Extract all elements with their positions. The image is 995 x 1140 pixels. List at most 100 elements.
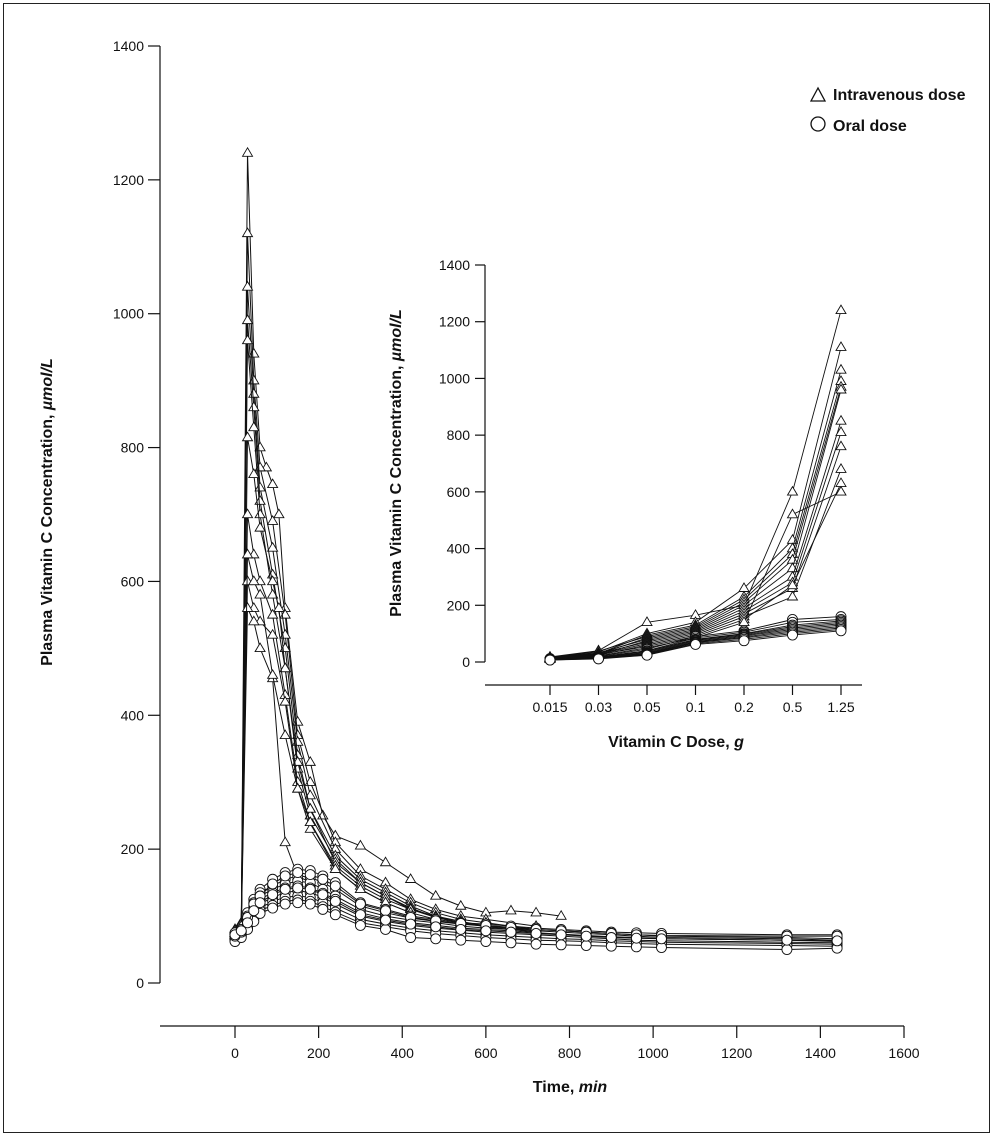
inset-y-tick-label: 200	[447, 597, 471, 613]
main-point-oral	[630, 932, 642, 944]
main-point-iv	[273, 602, 285, 612]
main-point-oral	[354, 898, 366, 910]
inset-point-iv	[835, 341, 847, 351]
main-point-oral	[279, 870, 291, 882]
main-y-tick-label: 1200	[113, 172, 144, 188]
main-series-line-iv-5	[234, 437, 461, 930]
main-point-oral	[505, 926, 517, 938]
main-point-oral	[405, 932, 417, 943]
main-point-iv	[248, 421, 260, 432]
main-point-iv	[266, 608, 279, 619]
inset-y-tick-label: 0	[462, 654, 470, 670]
main-y-tick-label: 800	[121, 440, 145, 456]
main-point-oral	[235, 925, 247, 937]
inset-x-tick-label: 0.03	[585, 699, 612, 715]
inset-point-iv	[786, 590, 799, 601]
main-y-tick-label: 1400	[113, 38, 144, 54]
inset-point-iv	[786, 508, 799, 519]
inset-axes: 0 200 400 600 800 1000 1200 1400 0.015 0.03 0.05 0.…	[439, 257, 862, 715]
inset-point-oral	[738, 635, 750, 647]
inset-point-iv	[641, 616, 653, 626]
main-point-iv	[241, 146, 254, 157]
main-point-oral	[580, 930, 592, 942]
main-series	[229, 146, 843, 955]
main-x-tick-label: 1000	[638, 1045, 669, 1061]
inset-series	[544, 304, 847, 666]
inset-x-tick-label: 0.1	[686, 699, 706, 715]
main-point-iv	[241, 548, 254, 559]
main-point-oral	[329, 880, 341, 892]
main-x-tick-label: 800	[558, 1045, 582, 1061]
main-point-oral	[455, 924, 467, 935]
inset-point-iv	[835, 485, 847, 496]
main-point-oral	[530, 928, 542, 939]
main-point-iv	[241, 280, 254, 291]
main-point-iv	[304, 755, 317, 766]
main-point-oral	[831, 935, 843, 947]
main-y-tick-label: 1000	[113, 306, 144, 322]
main-point-iv	[379, 856, 392, 867]
main-point-iv	[248, 615, 260, 626]
inset-y-tick-label: 400	[447, 541, 471, 557]
inset-y-tick-label: 1000	[439, 370, 470, 386]
main-point-iv	[254, 508, 266, 519]
main-point-oral	[317, 903, 329, 915]
main-point-iv	[266, 575, 279, 586]
main-point-oral	[329, 895, 341, 907]
main-point-iv	[241, 334, 254, 345]
main-point-oral	[267, 878, 279, 890]
main-point-iv	[304, 816, 317, 827]
main-point-iv	[248, 387, 260, 398]
main-point-oral	[380, 914, 391, 926]
main-point-oral	[248, 905, 260, 917]
inset-point-oral	[787, 629, 798, 641]
main-point-oral	[781, 934, 793, 946]
main-point-iv	[279, 836, 291, 847]
main-point-oral	[354, 919, 366, 931]
main-point-iv	[266, 541, 279, 552]
main-point-iv	[530, 906, 542, 917]
main-y-tick-label: 200	[121, 841, 145, 857]
main-point-oral	[530, 938, 542, 950]
main-point-oral	[781, 944, 793, 955]
main-series-line-iv-1	[234, 233, 537, 934]
inset-point-iv	[835, 363, 847, 374]
main-point-oral	[292, 897, 304, 909]
inset-point-iv	[835, 304, 847, 315]
main-point-oral	[455, 934, 467, 946]
main-point-oral	[505, 937, 517, 949]
main-series-line-iv-0	[234, 153, 562, 930]
inset-y-tick-label: 1200	[439, 314, 470, 330]
main-point-iv	[354, 839, 367, 850]
main-point-oral	[254, 897, 266, 909]
main-point-oral	[480, 936, 492, 947]
main-point-oral	[304, 883, 316, 895]
main-point-oral	[267, 889, 279, 901]
main-point-iv	[266, 668, 279, 679]
main-point-iv	[241, 431, 254, 442]
legend-entry-oral: Oral dose	[833, 118, 907, 135]
main-point-iv	[254, 521, 266, 532]
main-y-tick-label: 600	[121, 573, 145, 589]
main-x-tick-label: 1400	[805, 1045, 836, 1061]
main-point-iv	[266, 478, 279, 489]
inset-point-iv	[835, 383, 847, 394]
main-x-tick-label: 1600	[888, 1045, 919, 1061]
inset-series-line-iv-0	[549, 310, 842, 658]
main-point-oral	[430, 933, 442, 945]
main-point-oral	[317, 873, 329, 885]
main-point-oral	[480, 925, 492, 937]
inset-x-tick-label: 0.5	[783, 699, 803, 715]
main-point-oral	[405, 918, 417, 930]
main-y-tick-label: 0	[136, 975, 144, 991]
main-point-oral	[317, 889, 329, 901]
main-point-oral	[380, 924, 391, 935]
main-point-iv	[404, 873, 417, 883]
main-point-iv	[279, 729, 291, 740]
main-point-oral	[555, 939, 567, 951]
main-point-iv	[273, 508, 285, 519]
main-point-oral	[555, 929, 567, 941]
main-point-iv	[248, 575, 260, 586]
inset-x-tick-label: 0.015	[532, 699, 567, 715]
